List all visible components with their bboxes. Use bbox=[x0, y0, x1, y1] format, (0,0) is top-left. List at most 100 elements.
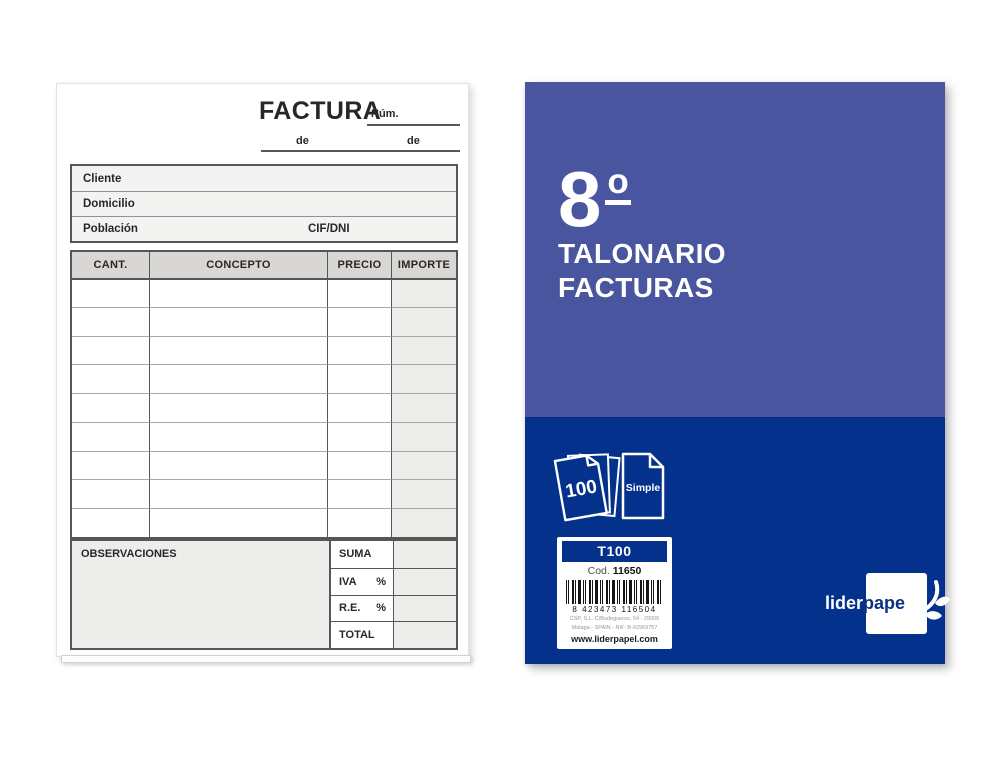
total-value-cell bbox=[393, 595, 456, 622]
client-field-label: Población bbox=[83, 223, 138, 235]
leaf-icon bbox=[922, 580, 950, 620]
table-cell bbox=[149, 393, 327, 422]
invoice-number-label: Núm. bbox=[371, 108, 399, 120]
table-cell bbox=[149, 364, 327, 394]
table-cell bbox=[149, 335, 327, 365]
total-value-cell bbox=[393, 541, 456, 568]
invoice-table: CANT. CONCEPTO PRECIO IMPORTE bbox=[70, 250, 458, 539]
website-text: www.liderpapel.com bbox=[571, 634, 658, 644]
totals-section: OBSERVACIONES SUMA IVA % bbox=[70, 539, 458, 650]
barcode bbox=[566, 580, 663, 604]
format-badge: 8 o bbox=[558, 160, 631, 238]
column-header-precio: PRECIO bbox=[327, 252, 391, 278]
column-header-concepto: CONCEPTO bbox=[149, 252, 327, 278]
brand-name-part1: lider bbox=[825, 593, 864, 613]
table-cell bbox=[327, 364, 391, 394]
brand-name-part2: pape bbox=[863, 593, 906, 613]
table-cell bbox=[72, 364, 149, 394]
total-label: IVA bbox=[339, 575, 357, 588]
cif-dni-label: CIF/DNI bbox=[308, 223, 350, 235]
table-cell bbox=[149, 306, 327, 336]
column-header-cant: CANT. bbox=[72, 252, 149, 278]
observations-box: OBSERVACIONES bbox=[72, 541, 331, 648]
code-value: 11650 bbox=[612, 565, 642, 577]
table-cell bbox=[72, 479, 149, 509]
cover-top-panel: 8 o TALONARIO FACTURAS bbox=[525, 82, 945, 417]
table-cell bbox=[72, 306, 149, 336]
table-cell bbox=[391, 364, 456, 394]
total-suffix: % bbox=[376, 602, 386, 615]
invoice-number-rule bbox=[367, 124, 460, 126]
format-number: 8 bbox=[558, 155, 602, 243]
product-label: T100 Cod. 11650 8 423473 116504 CSP, S.L… bbox=[557, 537, 672, 649]
date-rule bbox=[261, 150, 460, 152]
table-cell bbox=[327, 278, 391, 307]
total-suffix: % bbox=[376, 575, 386, 588]
address-line-2: Málaga - SPAIN - NIF: B-92969757 bbox=[571, 624, 658, 631]
table-cell bbox=[327, 421, 391, 451]
simple-sheet-icon: Simple bbox=[621, 452, 665, 520]
table-cell bbox=[391, 306, 456, 336]
brand-logo: liderpape bbox=[825, 573, 950, 635]
table-cell bbox=[391, 393, 456, 422]
observations-label: OBSERVACIONES bbox=[81, 548, 177, 560]
table-cell bbox=[149, 508, 327, 537]
table-cell bbox=[327, 479, 391, 509]
invoice-title: FACTURA bbox=[259, 97, 382, 125]
client-field-row: Población CIF/DNI bbox=[72, 216, 456, 241]
client-box: Cliente Domicilio Población CIF/DNI bbox=[70, 164, 458, 243]
cover-title-line1: TALONARIO bbox=[558, 238, 726, 269]
code-label: Cod. bbox=[587, 565, 610, 577]
table-cell bbox=[327, 450, 391, 480]
table-cell bbox=[72, 421, 149, 451]
cover-bottom-panel: 100 Simple T100 Cod. 11650 8 423473 1165… bbox=[525, 417, 950, 664]
total-row-total: TOTAL bbox=[331, 621, 456, 648]
code-line: Cod. 11650 bbox=[562, 565, 667, 577]
book-cover: 8 o TALONARIO FACTURAS 100 bbox=[525, 82, 950, 664]
address-line-1: CSP, S.L. C/Bodegueros, 54 - 29006 bbox=[569, 616, 660, 622]
table-cell bbox=[149, 421, 327, 451]
table-cell bbox=[327, 306, 391, 336]
total-value-cell bbox=[393, 622, 456, 648]
table-cell bbox=[149, 450, 327, 480]
client-field-row: Cliente bbox=[72, 166, 456, 191]
date-preposition: de bbox=[407, 135, 420, 147]
total-label: R.E. bbox=[339, 602, 361, 615]
table-cell bbox=[72, 278, 149, 307]
table-cell bbox=[391, 450, 456, 480]
table-cell bbox=[391, 335, 456, 365]
format-ordinal: o bbox=[605, 164, 631, 205]
table-cell bbox=[149, 479, 327, 509]
table-cell bbox=[391, 479, 456, 509]
total-label: TOTAL bbox=[339, 629, 375, 642]
table-cell bbox=[391, 278, 456, 307]
table-cell bbox=[72, 335, 149, 365]
total-value-cell bbox=[393, 568, 456, 595]
brand-name: liderpape bbox=[825, 594, 905, 612]
invoice-form-page: FACTURA Núm. de de Cliente Domicilio Pob… bbox=[56, 83, 471, 663]
cover-title: TALONARIO FACTURAS bbox=[558, 237, 726, 305]
totals-rows: SUMA IVA % R.E. % bbox=[331, 541, 456, 648]
total-row-re: R.E. % bbox=[331, 594, 456, 622]
sheet-stack-icon: 100 bbox=[553, 453, 621, 522]
table-cell bbox=[72, 508, 149, 537]
client-field-label: Cliente bbox=[83, 172, 122, 185]
table-cell bbox=[149, 278, 327, 307]
table-cell bbox=[391, 508, 456, 537]
table-cell bbox=[327, 508, 391, 537]
date-preposition: de bbox=[296, 135, 309, 147]
table-cell bbox=[72, 393, 149, 422]
total-row-iva: IVA % bbox=[331, 567, 456, 595]
table-cell bbox=[391, 421, 456, 451]
total-row-suma: SUMA bbox=[331, 541, 456, 568]
logo-square bbox=[866, 573, 927, 634]
table-cell bbox=[327, 393, 391, 422]
column-header-importe: IMPORTE bbox=[391, 252, 456, 278]
table-cell bbox=[327, 335, 391, 365]
copy-type-label: Simple bbox=[626, 482, 661, 494]
total-label: SUMA bbox=[339, 548, 372, 561]
client-field-label: Domicilio bbox=[83, 198, 135, 210]
client-field-row: Domicilio bbox=[72, 191, 456, 216]
table-cell bbox=[72, 450, 149, 480]
